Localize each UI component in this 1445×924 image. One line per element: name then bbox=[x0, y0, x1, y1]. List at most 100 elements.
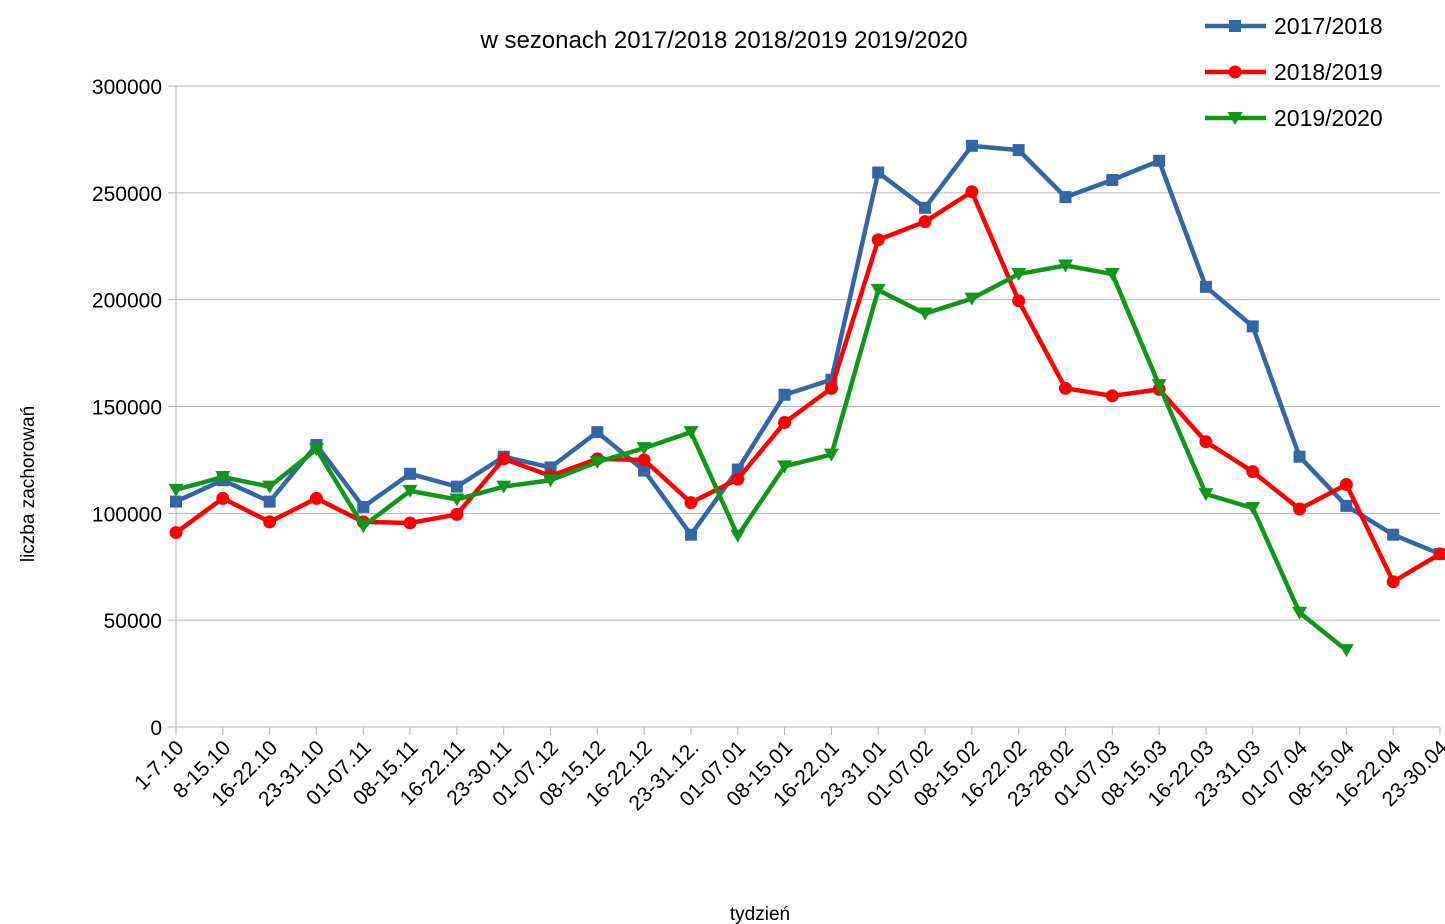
legend-label: 2019/2020 bbox=[1274, 105, 1383, 131]
y-tick-label: 300000 bbox=[92, 76, 162, 99]
data-point bbox=[1339, 477, 1353, 491]
data-point bbox=[872, 166, 885, 179]
data-point bbox=[1104, 268, 1120, 282]
data-point bbox=[169, 526, 183, 540]
data-point bbox=[1105, 389, 1119, 403]
legend-marker bbox=[1228, 65, 1242, 79]
legend-item: 2017/2018 bbox=[1205, 13, 1383, 39]
data-point bbox=[919, 201, 932, 214]
data-point bbox=[450, 480, 463, 493]
legend: 2017/2018 2018/2019 2019/2020 bbox=[1205, 13, 1383, 131]
data-point bbox=[497, 452, 511, 466]
data-point bbox=[1012, 294, 1026, 308]
data-point bbox=[1246, 465, 1260, 479]
y-tick-label: 50000 bbox=[104, 610, 162, 633]
gridlines bbox=[176, 85, 1440, 621]
data-point bbox=[964, 292, 980, 306]
axes bbox=[168, 85, 1441, 735]
series-2018-2019 bbox=[169, 185, 1445, 589]
data-point bbox=[636, 442, 652, 456]
series-line bbox=[173, 143, 1443, 557]
data-point bbox=[215, 471, 231, 485]
data-point bbox=[1151, 379, 1167, 393]
data-point bbox=[1059, 191, 1072, 204]
x-tick-labels: 1-7.108-15.1016-22.1023-31.1001-07.1108-… bbox=[130, 736, 1445, 815]
data-point bbox=[263, 495, 276, 508]
data-point bbox=[1011, 268, 1027, 282]
chart-title: w sezonach 2017/2018 2018/2019 2019/2020 bbox=[479, 27, 967, 54]
data-point bbox=[1012, 144, 1025, 157]
data-point bbox=[637, 453, 651, 467]
data-point bbox=[1199, 435, 1213, 449]
data-point bbox=[449, 493, 465, 507]
data-point bbox=[1057, 259, 1073, 273]
data-point bbox=[403, 516, 417, 530]
legend-item: 2018/2019 bbox=[1205, 59, 1383, 85]
series-line bbox=[173, 189, 1443, 584]
data-point bbox=[1199, 280, 1212, 293]
data-point bbox=[965, 139, 978, 152]
data-point bbox=[170, 495, 182, 508]
series-2019-2020 bbox=[168, 259, 1354, 658]
data-point bbox=[262, 480, 278, 494]
data-point bbox=[965, 185, 979, 199]
data-point bbox=[730, 529, 746, 543]
data-point bbox=[1292, 606, 1308, 620]
data-point bbox=[404, 467, 417, 480]
legend-marker bbox=[1227, 112, 1243, 125]
data-point bbox=[731, 472, 745, 486]
y-tick-label: 100000 bbox=[92, 503, 162, 526]
data-point bbox=[357, 500, 370, 513]
data-point bbox=[1338, 644, 1354, 658]
data-point bbox=[778, 388, 791, 401]
data-point bbox=[1293, 502, 1307, 516]
data-point bbox=[683, 426, 699, 440]
data-point bbox=[543, 474, 559, 488]
x-axis-label: tydzień bbox=[730, 904, 790, 924]
data-point bbox=[1340, 499, 1353, 512]
data-point bbox=[778, 416, 792, 430]
legend-label: 2018/2019 bbox=[1274, 59, 1383, 85]
data-point bbox=[1106, 174, 1119, 187]
data-point bbox=[684, 528, 697, 541]
data-point bbox=[355, 520, 371, 534]
y-tick-label: 250000 bbox=[92, 183, 162, 206]
data-point bbox=[918, 215, 932, 229]
data-point bbox=[1293, 450, 1306, 463]
data-point bbox=[870, 284, 886, 298]
data-point bbox=[1245, 501, 1261, 515]
series-2017-2018 bbox=[170, 139, 1445, 560]
data-point bbox=[823, 448, 839, 462]
data-point bbox=[496, 480, 512, 494]
data-point bbox=[168, 483, 184, 497]
y-tick-label: 0 bbox=[150, 717, 162, 740]
data-point bbox=[309, 491, 323, 505]
legend-item: 2019/2020 bbox=[1205, 105, 1383, 131]
data-point bbox=[1198, 488, 1214, 502]
data-point bbox=[1433, 547, 1445, 561]
legend-label: 2017/2018 bbox=[1274, 13, 1383, 39]
data-point bbox=[308, 443, 324, 457]
series-line bbox=[173, 263, 1349, 653]
data-point bbox=[591, 426, 604, 439]
data-point bbox=[1386, 575, 1400, 589]
y-tick-labels: 0 50000 100000 150000 200000 250000 300000 bbox=[92, 76, 162, 740]
data-point bbox=[1153, 154, 1166, 167]
data-point bbox=[216, 491, 230, 505]
data-point bbox=[777, 460, 793, 474]
data-point bbox=[450, 507, 464, 521]
legend-marker bbox=[1229, 20, 1241, 32]
series-group bbox=[168, 139, 1445, 658]
y-tick-label: 200000 bbox=[92, 290, 162, 313]
data-point bbox=[402, 484, 418, 498]
data-point bbox=[824, 381, 838, 395]
data-point bbox=[1387, 528, 1400, 541]
data-point bbox=[263, 515, 277, 529]
data-point bbox=[589, 456, 605, 470]
data-point bbox=[638, 464, 651, 477]
data-point bbox=[684, 496, 698, 510]
data-point bbox=[917, 307, 933, 321]
data-point bbox=[1246, 320, 1259, 333]
data-point bbox=[871, 233, 885, 247]
